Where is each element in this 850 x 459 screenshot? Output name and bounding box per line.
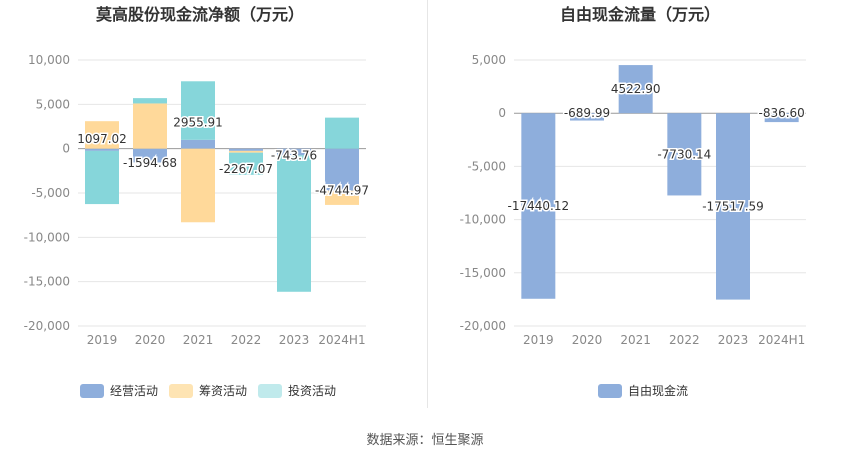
bar-investing — [325, 117, 359, 149]
bar-operating — [181, 139, 215, 149]
bar-financing — [181, 148, 215, 223]
legend-swatch-operating — [598, 384, 622, 398]
x-tick-label: 2024H1 — [758, 333, 805, 347]
net-cash-flow-chart: 莫高股份现金流净额（万元） 10,000 5,000 0 -5,000 -10,000 -1… — [24, 5, 370, 398]
data-label: -7730.14 — [657, 147, 711, 161]
data-label: -4744.97 — [315, 184, 369, 198]
y-tick-label: 0 — [62, 142, 70, 156]
bar-investing — [181, 81, 215, 140]
chart-title: 莫高股份现金流净额（万元） — [95, 5, 304, 24]
x-tick-label: 2023 — [718, 333, 749, 347]
bar-financing — [133, 103, 167, 149]
bar-operating — [521, 113, 556, 299]
chart-title: 自由现金流量（万元） — [560, 5, 720, 24]
x-tick-label: 2019 — [523, 333, 554, 347]
legend-label-investing: 投资活动 — [288, 383, 336, 398]
bar-operating — [570, 113, 604, 121]
y-tick-label: -15,000 — [460, 266, 506, 280]
data-label: -689.99 — [564, 106, 610, 120]
free-cash-flow-chart: 自由现金流量（万元） 5,000 0 -5,000 -10,000 -15,000 -20,… — [460, 5, 806, 398]
x-tick-label: 2022 — [231, 333, 262, 347]
y-tick-label: -10,000 — [24, 230, 70, 244]
bar-operating — [764, 113, 799, 123]
x-tick-label: 2024H1 — [318, 333, 365, 347]
bar-operating — [277, 148, 311, 156]
bar-investing — [85, 150, 119, 205]
y-tick-label: 10,000 — [28, 53, 70, 67]
x-tick-label: 2021 — [183, 333, 214, 347]
x-tick-label: 2019 — [87, 333, 118, 347]
legend-label-financing: 筹资活动 — [199, 384, 247, 398]
data-source-note: 数据来源：恒生聚源 — [366, 433, 484, 448]
legend-label-operating: 经营活动 — [110, 384, 158, 398]
bar-operating — [716, 113, 750, 300]
y-tick-label: -20,000 — [460, 319, 506, 333]
bar-operating — [667, 113, 702, 196]
data-label: 2955.91 — [173, 115, 223, 129]
data-label: -17517.59 — [702, 199, 764, 213]
bar-investing — [133, 98, 167, 104]
y-tick-label: 5,000 — [36, 97, 70, 111]
bar-operating — [618, 65, 653, 114]
panel-divider — [427, 0, 428, 408]
data-label: -2267.07 — [219, 162, 273, 176]
x-tick-label: 2020 — [135, 333, 166, 347]
bar-investing — [229, 152, 263, 175]
x-tick-label: 2023 — [279, 333, 310, 347]
data-label: -743.76 — [271, 148, 317, 162]
bar-investing — [277, 155, 311, 292]
bar-financing — [229, 150, 263, 153]
data-label: -1594.68 — [123, 156, 177, 170]
bar-financing — [325, 190, 359, 205]
legend-swatch-investing — [258, 384, 282, 398]
data-label: 4522.90 — [611, 82, 661, 96]
bar-operating — [325, 148, 359, 191]
y-tick-label: -15,000 — [24, 275, 70, 289]
bar-financing — [85, 121, 119, 149]
x-tick-label: 2021 — [620, 333, 651, 347]
data-label: -836.60 — [759, 106, 805, 120]
x-tick-label: 2020 — [572, 333, 603, 347]
legend-swatch-operating — [80, 384, 104, 398]
y-tick-label: -5,000 — [31, 186, 70, 200]
legend-label-operating: 自由现金流 — [628, 383, 688, 398]
data-label: -17440.12 — [508, 199, 570, 213]
data-label: 1097.02 — [77, 132, 127, 146]
legend-swatch-financing — [169, 384, 193, 398]
y-tick-label: -10,000 — [460, 213, 506, 227]
bar-operating — [133, 148, 167, 163]
x-tick-label: 2022 — [669, 333, 700, 347]
bar-operating — [85, 148, 119, 151]
bar-operating — [229, 148, 263, 151]
y-tick-label: 5,000 — [472, 53, 506, 67]
y-tick-label: -5,000 — [467, 159, 506, 173]
y-tick-label: 0 — [498, 106, 506, 120]
y-tick-label: -20,000 — [24, 319, 70, 333]
